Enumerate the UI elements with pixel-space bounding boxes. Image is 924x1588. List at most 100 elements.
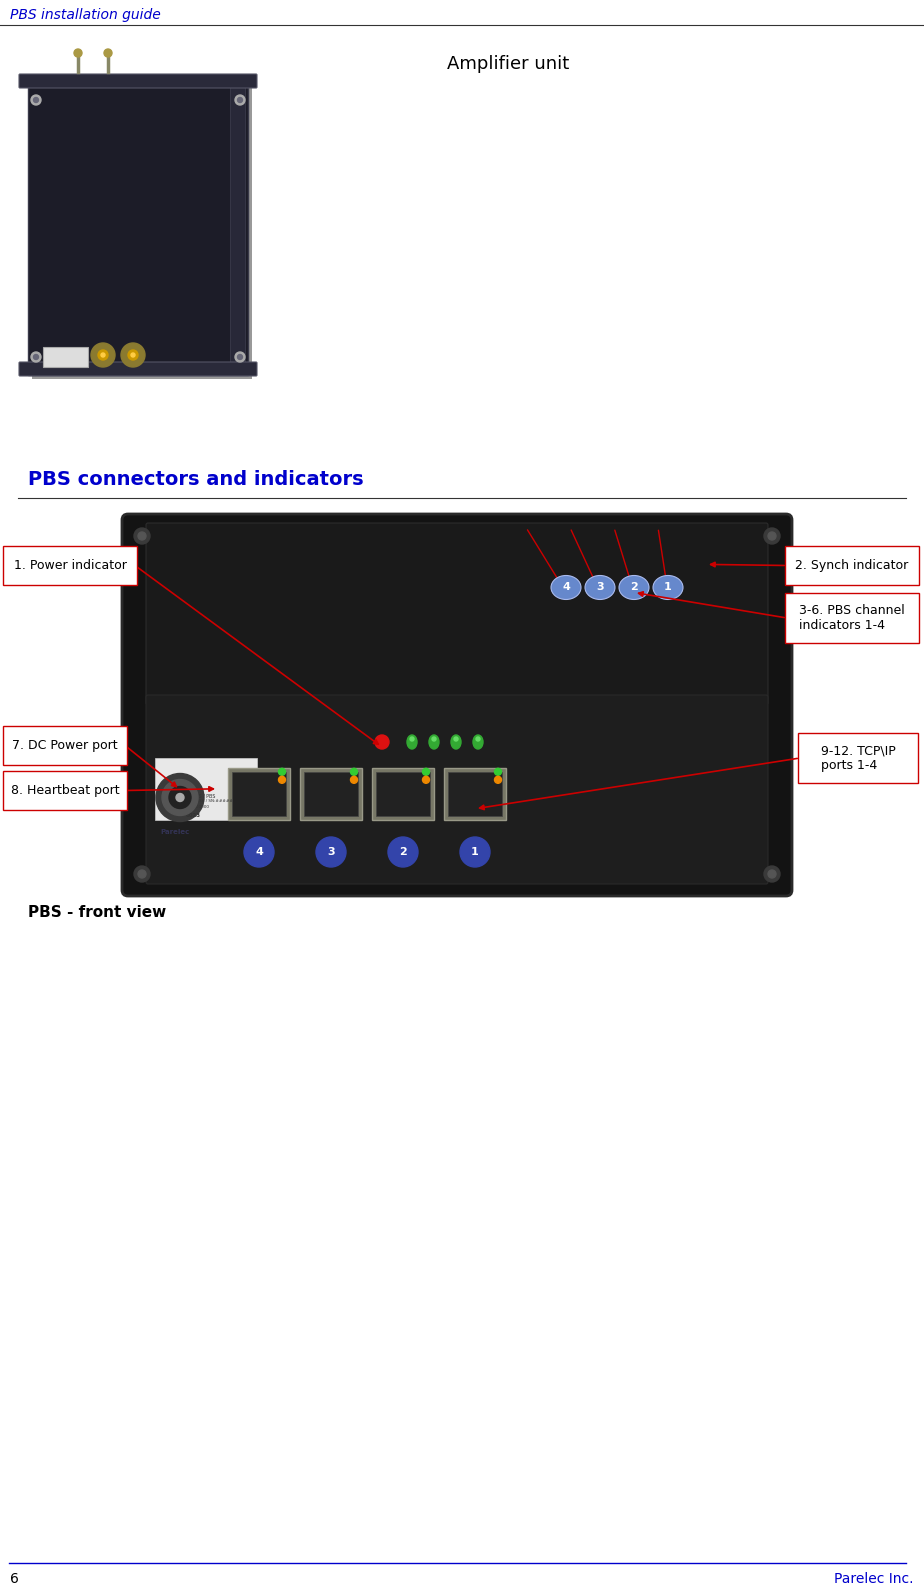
Ellipse shape: [454, 737, 458, 742]
Text: Model PBS / PBS: Model PBS / PBS: [176, 794, 215, 799]
Ellipse shape: [410, 737, 414, 742]
Circle shape: [388, 837, 418, 867]
Text: 2. Synch indicator: 2. Synch indicator: [796, 559, 908, 572]
Text: 3-6. PBS channel
indicators 1-4: 3-6. PBS channel indicators 1-4: [799, 603, 905, 632]
Circle shape: [138, 870, 146, 878]
Circle shape: [422, 769, 430, 775]
Text: 6: 6: [10, 1572, 18, 1586]
Text: Amplifier unit: Amplifier unit: [447, 56, 569, 73]
Circle shape: [422, 777, 430, 783]
Text: 2: 2: [399, 846, 407, 858]
Circle shape: [350, 777, 358, 783]
FancyBboxPatch shape: [3, 726, 127, 765]
Text: 2: 2: [630, 583, 638, 592]
Circle shape: [235, 353, 245, 362]
Text: 7. DC Power port: 7. DC Power port: [12, 738, 118, 753]
FancyBboxPatch shape: [376, 772, 430, 816]
Circle shape: [169, 786, 191, 808]
Circle shape: [104, 49, 112, 57]
FancyBboxPatch shape: [448, 772, 502, 816]
Text: 0023: 0023: [186, 813, 201, 818]
Ellipse shape: [451, 735, 461, 750]
Circle shape: [460, 837, 490, 867]
Circle shape: [134, 865, 150, 881]
Text: PBS installation guide: PBS installation guide: [10, 8, 161, 22]
Text: Parelec: Parelec: [160, 829, 189, 835]
Circle shape: [156, 773, 204, 821]
Ellipse shape: [476, 737, 480, 742]
Circle shape: [131, 353, 135, 357]
FancyBboxPatch shape: [3, 772, 127, 810]
Text: 1. Power indicator: 1. Power indicator: [14, 559, 127, 572]
Circle shape: [494, 769, 502, 775]
Circle shape: [764, 865, 780, 881]
Circle shape: [316, 837, 346, 867]
Text: 9-12. TCP\IP
ports 1-4: 9-12. TCP\IP ports 1-4: [821, 745, 895, 772]
Circle shape: [237, 354, 242, 359]
Circle shape: [74, 49, 82, 57]
Circle shape: [350, 769, 358, 775]
Text: PBS - front view: PBS - front view: [28, 905, 166, 919]
FancyBboxPatch shape: [146, 522, 768, 705]
Circle shape: [235, 95, 245, 105]
Circle shape: [128, 349, 138, 360]
Circle shape: [98, 349, 108, 360]
Circle shape: [278, 769, 286, 775]
Text: P/N: Part#XXXXXX / SN:#########: P/N: Part#XXXXXX / SN:#########: [166, 799, 247, 804]
Text: PBS connectors and indicators: PBS connectors and indicators: [28, 470, 364, 489]
Circle shape: [768, 870, 776, 878]
Circle shape: [101, 353, 105, 357]
Ellipse shape: [473, 735, 483, 750]
FancyBboxPatch shape: [785, 546, 919, 584]
Text: 8. Heartbeat port: 8. Heartbeat port: [11, 784, 119, 797]
Ellipse shape: [429, 735, 439, 750]
FancyBboxPatch shape: [444, 769, 506, 819]
Circle shape: [375, 735, 389, 750]
FancyBboxPatch shape: [785, 592, 919, 643]
Circle shape: [31, 95, 41, 105]
Circle shape: [33, 354, 39, 359]
Text: 4: 4: [562, 583, 570, 592]
Circle shape: [91, 343, 115, 367]
Text: 3: 3: [327, 846, 334, 858]
Circle shape: [278, 777, 286, 783]
Circle shape: [768, 532, 776, 540]
Circle shape: [162, 780, 198, 816]
FancyBboxPatch shape: [304, 772, 358, 816]
FancyBboxPatch shape: [122, 515, 792, 896]
FancyBboxPatch shape: [228, 769, 290, 819]
FancyBboxPatch shape: [372, 769, 434, 819]
Text: LIN: 0015000000000: LIN: 0015000000000: [166, 805, 209, 808]
Circle shape: [138, 532, 146, 540]
FancyBboxPatch shape: [230, 86, 245, 365]
Ellipse shape: [551, 575, 581, 600]
Text: 1: 1: [664, 583, 672, 592]
Circle shape: [764, 527, 780, 545]
Ellipse shape: [619, 575, 649, 600]
FancyBboxPatch shape: [3, 546, 137, 584]
Text: Parelec Inc.: Parelec Inc.: [834, 1572, 914, 1586]
FancyBboxPatch shape: [798, 734, 918, 783]
FancyBboxPatch shape: [155, 757, 257, 819]
Circle shape: [31, 353, 41, 362]
Ellipse shape: [653, 575, 683, 600]
FancyBboxPatch shape: [28, 75, 248, 375]
Ellipse shape: [407, 735, 417, 750]
FancyBboxPatch shape: [300, 769, 362, 819]
FancyBboxPatch shape: [32, 79, 252, 380]
FancyBboxPatch shape: [19, 362, 257, 376]
Circle shape: [134, 527, 150, 545]
Circle shape: [244, 837, 274, 867]
Circle shape: [237, 97, 242, 103]
FancyBboxPatch shape: [43, 348, 88, 367]
Text: 3: 3: [596, 583, 603, 592]
FancyBboxPatch shape: [19, 75, 257, 87]
Ellipse shape: [432, 737, 436, 742]
Text: 1: 1: [471, 846, 479, 858]
Circle shape: [33, 97, 39, 103]
Circle shape: [494, 777, 502, 783]
FancyBboxPatch shape: [146, 696, 768, 885]
Text: 4: 4: [255, 846, 263, 858]
Ellipse shape: [585, 575, 615, 600]
Circle shape: [176, 794, 184, 802]
